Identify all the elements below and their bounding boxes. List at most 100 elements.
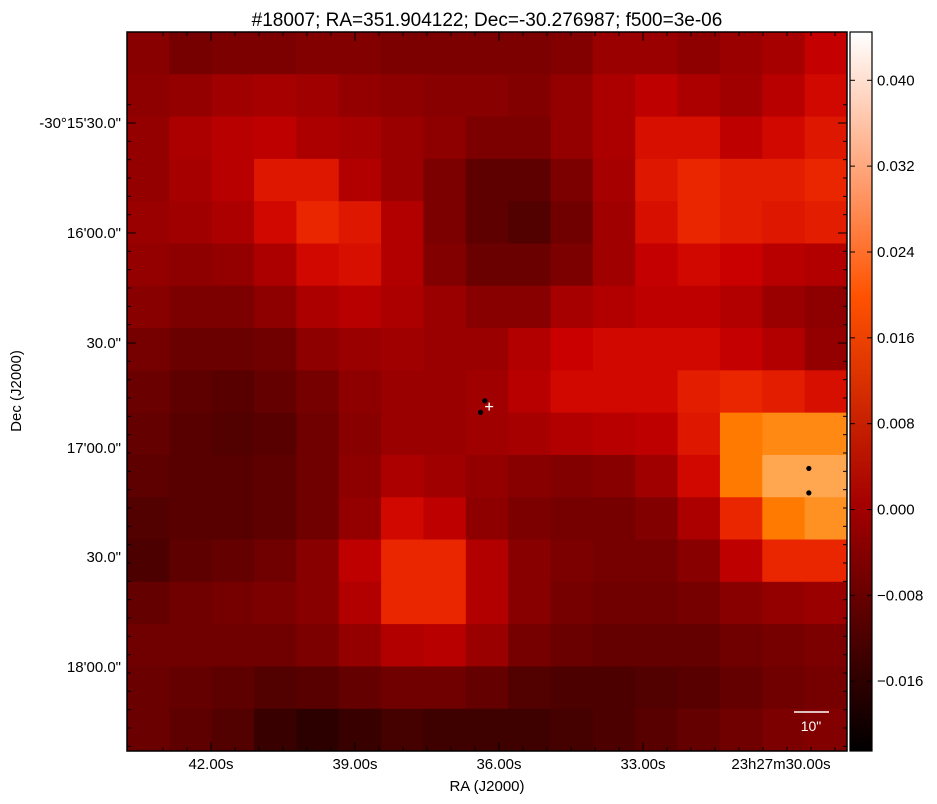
heatmap-cell	[677, 624, 721, 667]
heatmap-cell	[381, 74, 424, 118]
heatmap-cell	[381, 243, 424, 287]
heatmap-cell	[592, 581, 636, 625]
heatmap-cell	[296, 201, 340, 244]
heatmap-cell	[127, 201, 170, 244]
heatmap-cell	[762, 454, 806, 498]
heatmap-cell	[423, 243, 467, 287]
heatmap-cell	[762, 624, 806, 667]
heatmap-cell	[804, 497, 848, 541]
heatmap-cell	[550, 74, 594, 118]
heatmap-cell	[550, 370, 594, 414]
colorbar-tick-label: 0.000	[877, 502, 915, 519]
y-axis-ticks: -30°15'30.0" 16'00.0" 30.0" 17'00.0" 30.0" 18…	[39, 104, 847, 747]
heatmap-cell	[550, 158, 594, 202]
heatmap-cell	[550, 201, 594, 244]
heatmap-cell	[550, 454, 594, 498]
heatmap-cell	[381, 32, 424, 75]
heatmap-cell	[508, 454, 552, 498]
x-axis-label: RA (J2000)	[449, 778, 524, 795]
heatmap-cell	[338, 539, 382, 583]
heatmap-cell	[423, 116, 467, 160]
y-tick-label: 16'00.0"	[67, 225, 121, 242]
heatmap-cell	[254, 708, 297, 752]
heatmap-cell	[211, 32, 255, 75]
heatmap-cell	[677, 32, 721, 75]
heatmap-cell	[296, 624, 340, 667]
heatmap-cell	[254, 116, 297, 160]
colorbar-tick-label: 0.008	[877, 416, 915, 433]
heatmap-cell	[254, 201, 297, 244]
heatmap-cell	[719, 201, 763, 244]
heatmap-cell	[169, 285, 213, 329]
x-tick-label: 23h27m30.00s	[731, 756, 830, 773]
heatmap-cell	[550, 666, 594, 710]
heatmap-cell	[719, 32, 763, 75]
heatmap-cell	[296, 74, 340, 118]
heatmap-cell	[592, 539, 636, 583]
heatmap-cell	[169, 116, 213, 160]
heatmap-cell	[423, 74, 467, 118]
heatmap-cell	[127, 497, 170, 541]
heatmap-cell	[508, 708, 552, 752]
heatmap-cell	[127, 624, 170, 667]
heatmap-cell	[804, 243, 848, 287]
heatmap-cell	[762, 243, 806, 287]
heatmap-cell	[254, 32, 297, 75]
heatmap-cell	[381, 708, 424, 752]
heatmap-cell	[762, 581, 806, 625]
heatmap-cell	[211, 201, 255, 244]
heatmap-cell	[423, 370, 467, 414]
heatmap-cell	[592, 285, 636, 329]
heatmap-cell	[338, 666, 382, 710]
heatmap-cell	[465, 243, 509, 287]
heatmap-grid	[127, 32, 848, 752]
heatmap-cell	[508, 285, 552, 329]
heatmap-cell	[465, 412, 509, 456]
heatmap-cell	[127, 454, 170, 498]
heatmap-cell	[338, 243, 382, 287]
heatmap-cell	[169, 454, 213, 498]
heatmap-cell	[296, 116, 340, 160]
heatmap-cell	[338, 454, 382, 498]
heatmap-cell	[719, 708, 763, 752]
heatmap-cell	[508, 243, 552, 287]
source-point	[806, 465, 812, 472]
heatmap-cell	[592, 158, 636, 202]
heatmap-cell	[465, 666, 509, 710]
heatmap-cell	[169, 539, 213, 583]
heatmap-cell	[381, 454, 424, 498]
heatmap-cell	[169, 201, 213, 244]
heatmap-cell	[211, 708, 255, 752]
heatmap-cell	[169, 624, 213, 667]
heatmap-cell	[762, 412, 806, 456]
heatmap-cell	[296, 539, 340, 583]
heatmap-cell	[762, 74, 806, 118]
heatmap-cell	[211, 497, 255, 541]
y-tick-label: -30°15'30.0"	[39, 115, 121, 132]
heatmap-cell	[762, 666, 806, 710]
heatmap-cell	[719, 624, 763, 667]
heatmap-cell	[719, 74, 763, 118]
heatmap-cell	[254, 497, 297, 541]
heatmap-cell	[592, 116, 636, 160]
heatmap-cell	[127, 370, 170, 414]
heatmap-cell	[423, 497, 467, 541]
heatmap-cell	[338, 116, 382, 160]
heatmap-cell	[719, 412, 763, 456]
heatmap-cell	[677, 666, 721, 710]
heatmap-cell	[381, 201, 424, 244]
heatmap-cell	[635, 243, 679, 287]
heatmap-cell	[592, 454, 636, 498]
heatmap-cell	[127, 243, 170, 287]
heatmap-cell	[211, 581, 255, 625]
heatmap-cell	[677, 74, 721, 118]
heatmap-cell	[508, 201, 552, 244]
y-axis-label: Dec (J2000)	[8, 350, 25, 432]
heatmap-cell	[550, 497, 594, 541]
heatmap-cell	[804, 454, 848, 498]
heatmap-cell	[762, 116, 806, 160]
heatmap-cell	[635, 116, 679, 160]
heatmap-cell	[677, 497, 721, 541]
heatmap-cell	[635, 328, 679, 371]
heatmap-cell	[211, 74, 255, 118]
